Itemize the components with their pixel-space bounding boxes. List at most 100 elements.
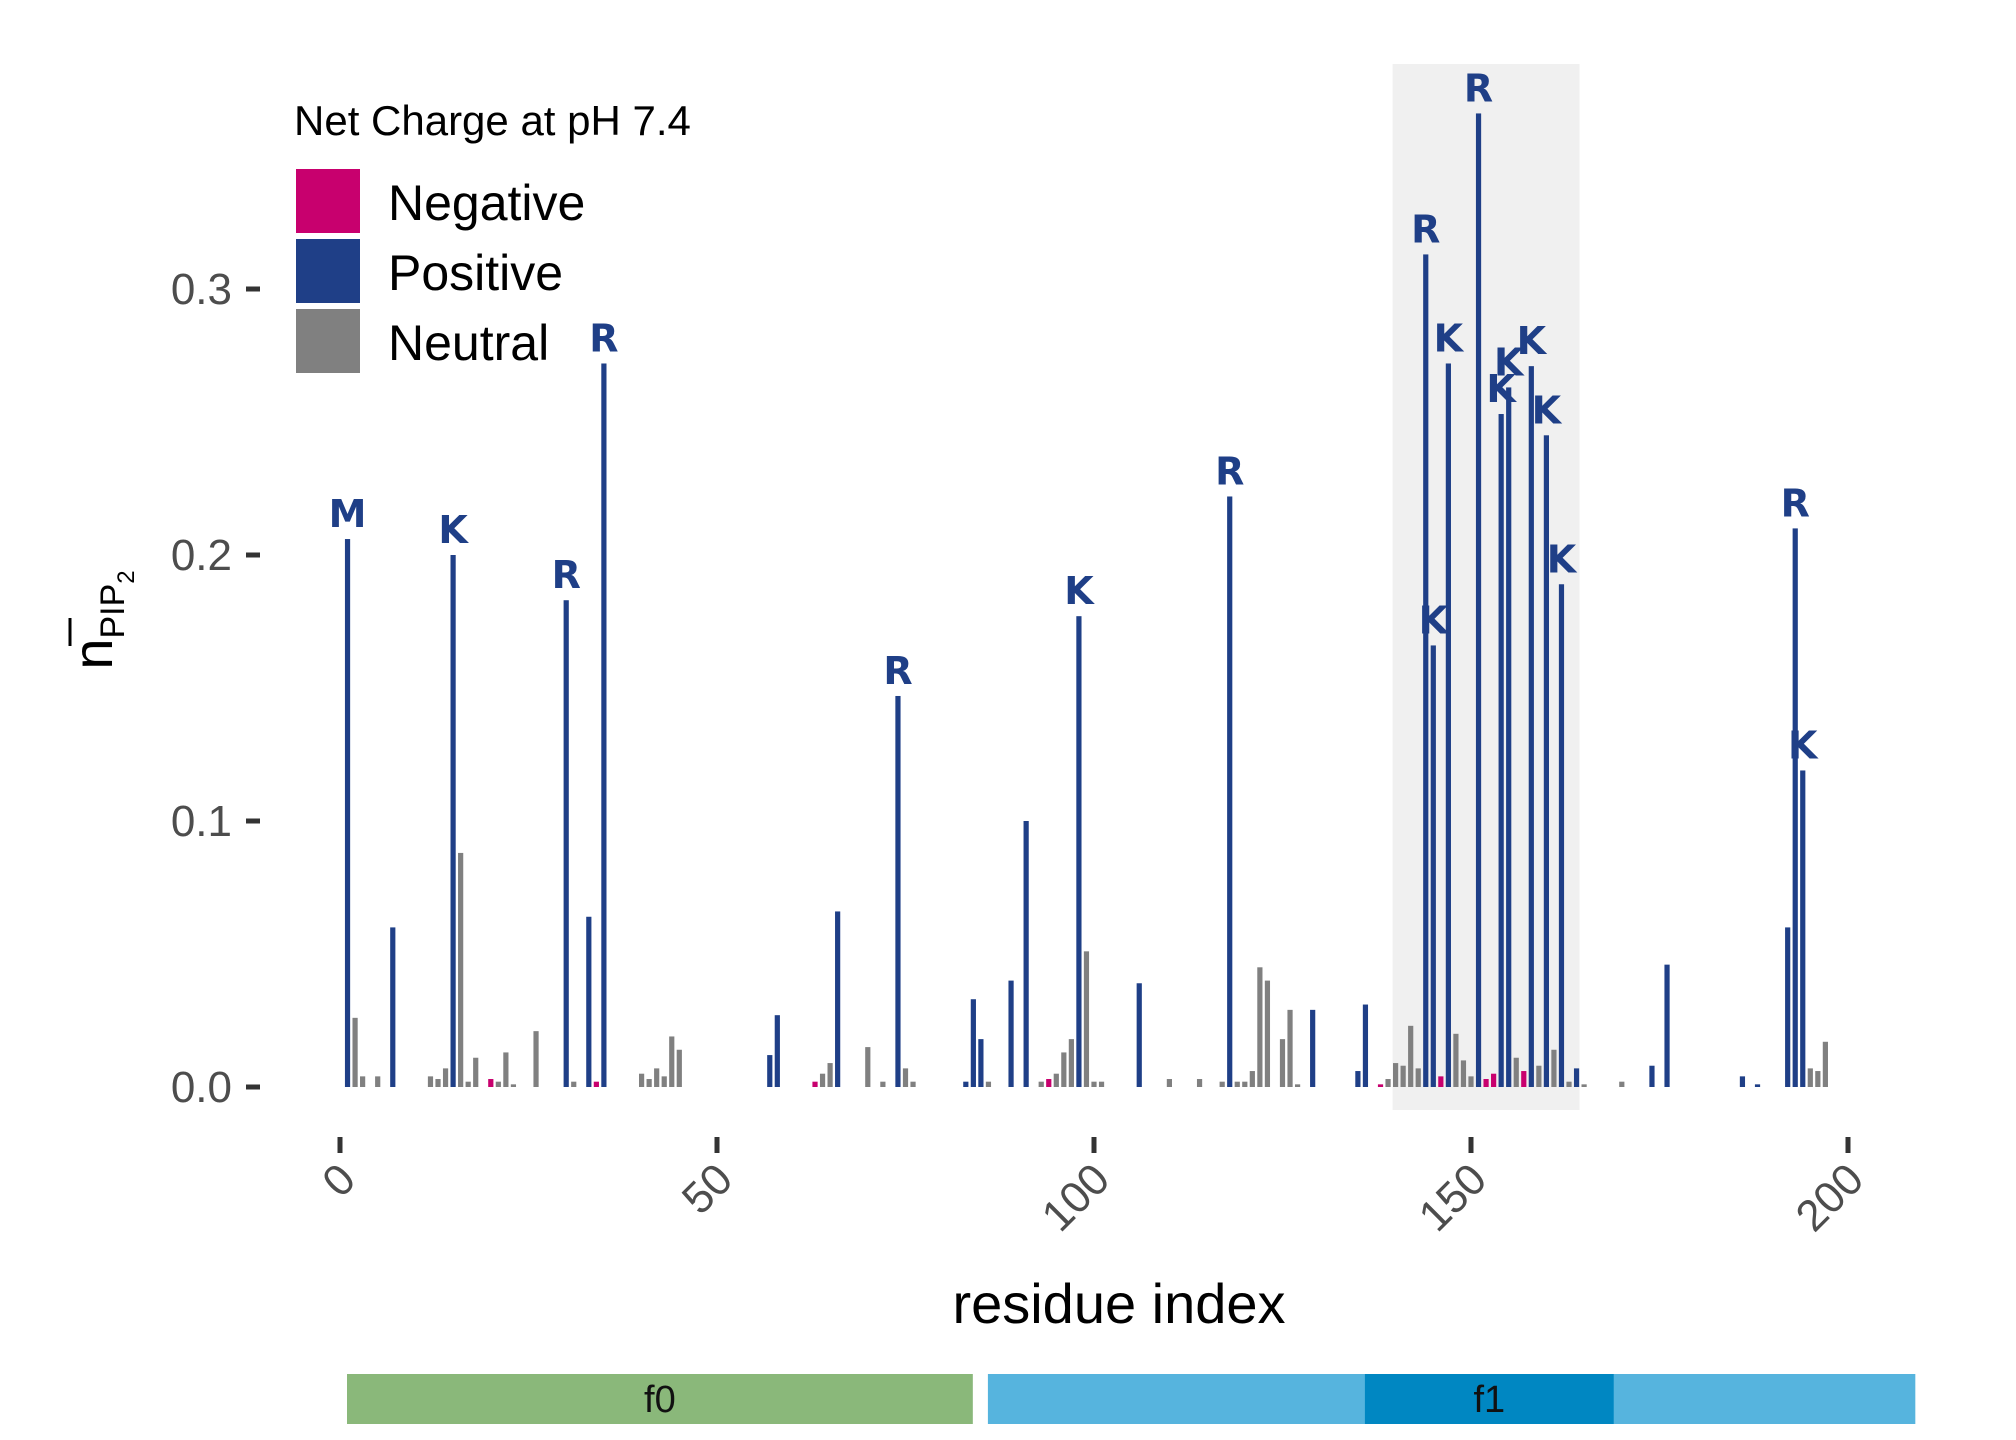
bar-neutral bbox=[1460, 1060, 1467, 1087]
bar-neutral bbox=[1279, 1039, 1286, 1087]
bar-neutral bbox=[1219, 1081, 1225, 1087]
bar-label: R bbox=[589, 316, 618, 360]
bar-negative bbox=[1046, 1079, 1052, 1087]
legend-label-positive: Positive bbox=[388, 245, 563, 301]
axes-layer: 0.0 0.1 0.2 0.3 0 50 100 150 200 bbox=[171, 265, 1873, 1241]
bar-neutral bbox=[571, 1081, 577, 1087]
bar-positive bbox=[970, 999, 976, 1087]
bar-positive bbox=[1310, 1009, 1316, 1087]
bar-neutral bbox=[1264, 980, 1271, 1087]
bar-positive bbox=[1355, 1071, 1361, 1087]
bar-neutral bbox=[442, 1068, 449, 1087]
bar-neutral bbox=[1287, 1009, 1293, 1087]
bar-positive bbox=[767, 1055, 773, 1087]
y-axis-title: nPIP2 bbox=[61, 570, 140, 669]
legend-entry-neutral: Neutral bbox=[296, 309, 549, 373]
bar-label: K bbox=[1532, 388, 1563, 432]
segment-f0 bbox=[347, 1374, 973, 1424]
bar-neutral bbox=[880, 1081, 886, 1087]
bar-neutral bbox=[1385, 1079, 1391, 1087]
bar-label: K bbox=[1064, 569, 1095, 613]
bar-label: R bbox=[1215, 449, 1244, 493]
bar-positive bbox=[1800, 770, 1806, 1087]
bar-neutral bbox=[1822, 1041, 1828, 1087]
bar-neutral bbox=[1038, 1081, 1044, 1087]
bar-positive bbox=[895, 695, 901, 1087]
bar-neutral bbox=[473, 1057, 479, 1087]
bar-label: K bbox=[1517, 319, 1548, 363]
bar-label: R bbox=[883, 649, 912, 693]
bar-positive bbox=[601, 363, 607, 1088]
bar-label: R bbox=[1781, 481, 1810, 525]
bar-positive bbox=[1792, 528, 1798, 1087]
bar-neutral bbox=[1566, 1081, 1572, 1087]
svg-text:nPIP2: nPIP2 bbox=[61, 570, 140, 669]
bar-positive bbox=[1558, 584, 1565, 1087]
bar-neutral bbox=[352, 1017, 358, 1087]
legend-swatch-positive bbox=[296, 239, 360, 303]
bar-label: K bbox=[1419, 598, 1450, 642]
y-tick-label: 0.3 bbox=[171, 265, 232, 314]
bar-neutral bbox=[1807, 1068, 1813, 1087]
bar-positive bbox=[390, 927, 396, 1087]
bar-label: R bbox=[1464, 66, 1493, 110]
bar-neutral bbox=[1196, 1079, 1203, 1087]
bar-positive bbox=[1023, 821, 1029, 1087]
bar-neutral bbox=[646, 1079, 652, 1087]
bar-neutral bbox=[676, 1049, 682, 1087]
bar-neutral bbox=[1393, 1063, 1399, 1087]
bar-neutral bbox=[1619, 1081, 1625, 1087]
bar-label: R bbox=[552, 553, 581, 597]
bar-positive bbox=[1528, 366, 1534, 1087]
bar-neutral bbox=[1294, 1084, 1301, 1087]
bar-neutral bbox=[1453, 1033, 1459, 1087]
segment-core-f1 bbox=[1364, 1374, 1614, 1424]
bar-negative bbox=[1483, 1079, 1489, 1087]
bar-neutral bbox=[902, 1068, 909, 1087]
bar-positive bbox=[450, 555, 456, 1087]
bar-neutral bbox=[1551, 1049, 1557, 1087]
bar-label: K bbox=[438, 508, 469, 552]
bar-neutral bbox=[639, 1073, 645, 1087]
segment-strip: f0 f1 bbox=[347, 1374, 1916, 1424]
legend-title: Net Charge at pH 7.4 bbox=[294, 97, 691, 144]
bar-positive bbox=[978, 1039, 984, 1087]
bar-negative bbox=[812, 1081, 818, 1087]
bar-negative bbox=[1521, 1071, 1527, 1087]
segment-label-f0: f0 bbox=[644, 1379, 676, 1421]
bar-neutral bbox=[427, 1076, 434, 1087]
bar-positive bbox=[1649, 1065, 1655, 1087]
bar-neutral bbox=[1536, 1065, 1542, 1087]
bar-positive bbox=[1739, 1076, 1746, 1087]
bar-neutral bbox=[360, 1076, 366, 1087]
bar-neutral bbox=[1068, 1039, 1074, 1087]
bar-neutral bbox=[1257, 967, 1263, 1087]
bar-neutral bbox=[1098, 1081, 1105, 1087]
bar-neutral bbox=[533, 1031, 539, 1087]
bar-positive bbox=[344, 539, 351, 1087]
legend-swatch-negative bbox=[296, 169, 360, 233]
legend-entry-positive: Positive bbox=[296, 239, 563, 303]
bar-neutral bbox=[1053, 1073, 1059, 1087]
bar-neutral bbox=[1581, 1084, 1587, 1087]
bar-positive bbox=[1227, 496, 1233, 1088]
bar-neutral bbox=[503, 1052, 509, 1087]
segment-label-f1: f1 bbox=[1473, 1379, 1505, 1421]
bar-neutral bbox=[1400, 1065, 1406, 1087]
bar-neutral bbox=[1242, 1081, 1248, 1087]
x-tick-label: 200 bbox=[1787, 1154, 1874, 1241]
x-tick-label: 50 bbox=[673, 1154, 742, 1223]
bar-positive bbox=[1136, 983, 1142, 1087]
bar-positive bbox=[1664, 964, 1670, 1087]
bar-neutral bbox=[669, 1036, 675, 1087]
bar-neutral bbox=[1061, 1052, 1067, 1087]
bar-positive bbox=[1573, 1068, 1580, 1087]
y-tick-label: 0.2 bbox=[171, 531, 232, 580]
bar-positive bbox=[586, 916, 592, 1087]
bar-positive bbox=[1008, 980, 1014, 1087]
x-tick-label: 150 bbox=[1410, 1154, 1497, 1241]
bar-positive bbox=[1754, 1084, 1761, 1087]
bar-positive bbox=[1076, 616, 1082, 1087]
